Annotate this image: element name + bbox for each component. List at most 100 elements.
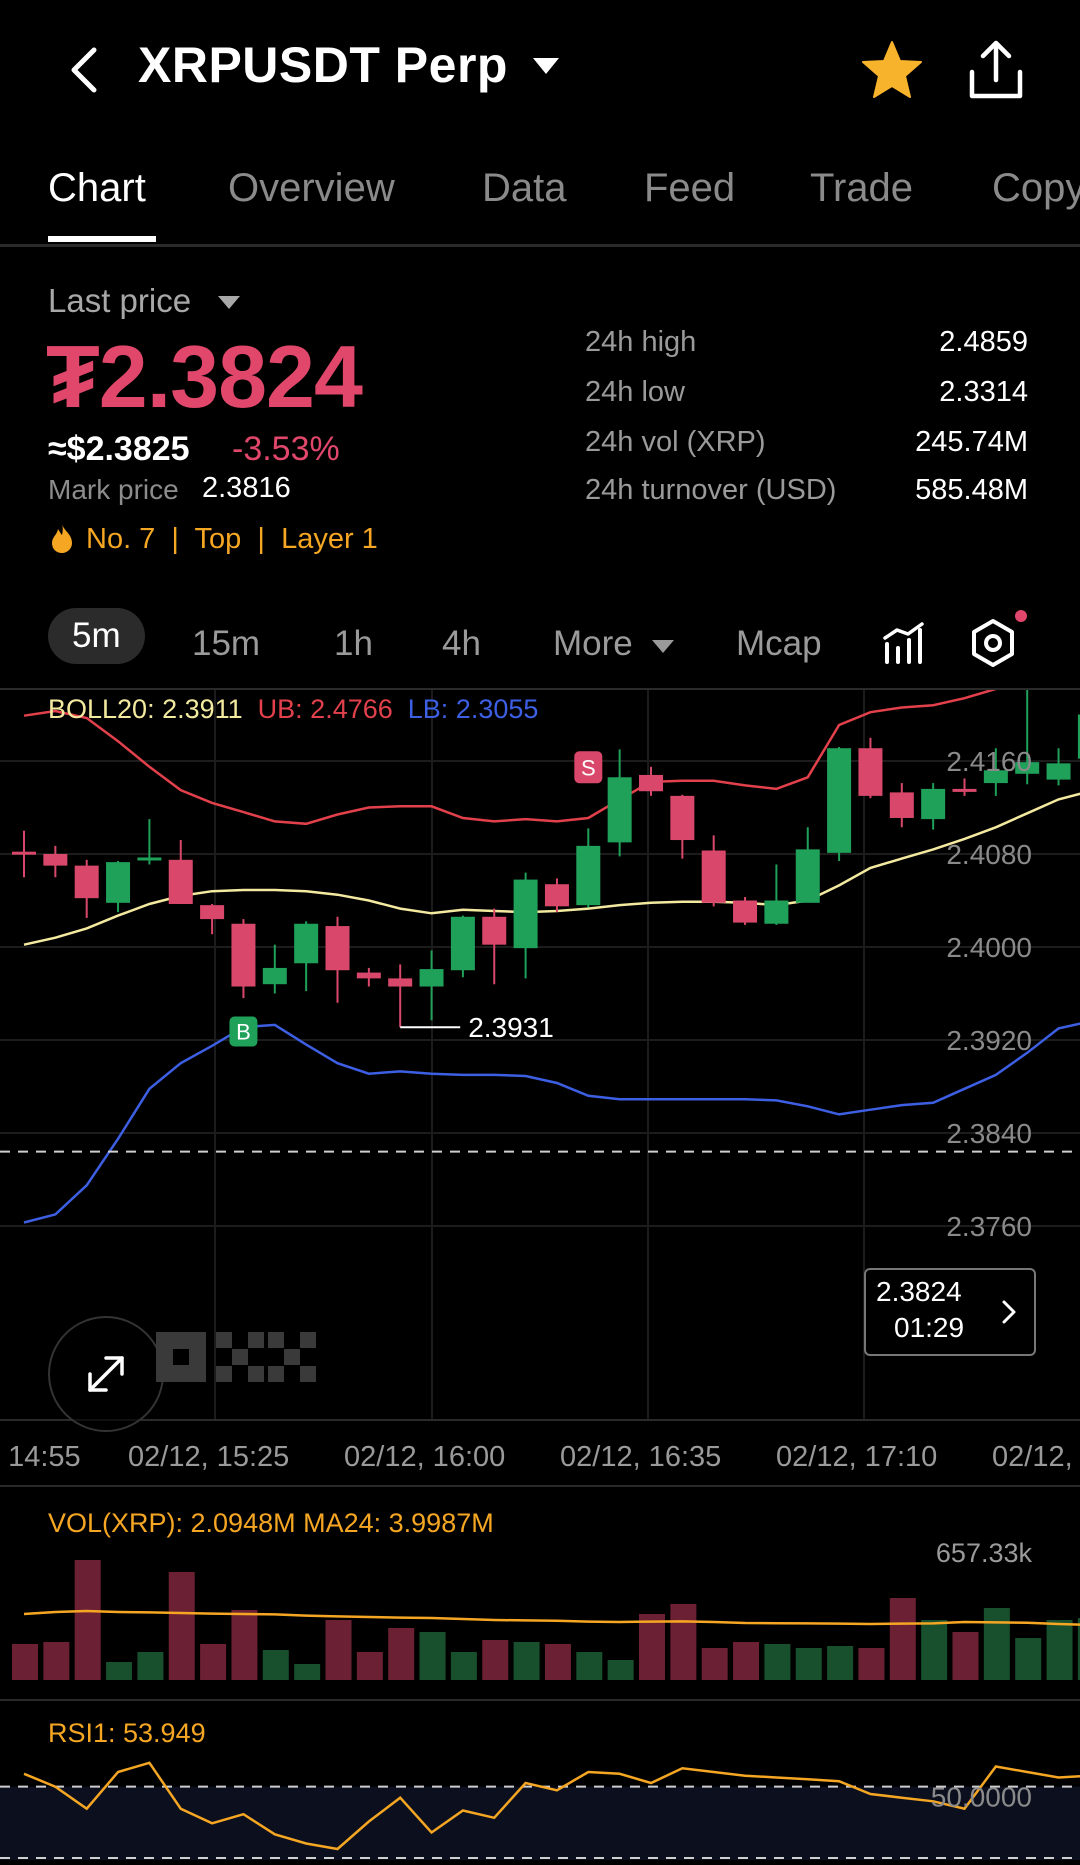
tags-text: No. 7 | Top | Layer 1: [86, 523, 378, 555]
candle-body: [106, 862, 131, 903]
volume-bar: [168, 1572, 195, 1680]
candle-body: [952, 788, 977, 792]
candle-body: [544, 884, 569, 907]
chevron-down-icon[interactable]: [533, 58, 559, 74]
tab-overview[interactable]: Overview: [228, 166, 395, 210]
candle-countdown: 01:29: [894, 1312, 965, 1343]
fire-icon: [52, 524, 72, 553]
volume-bar: [639, 1614, 665, 1680]
candle-body: [325, 926, 350, 971]
volume-bar: [325, 1620, 352, 1680]
notification-dot: [1015, 610, 1027, 622]
candle-body: [1015, 762, 1040, 774]
volume-bar: [388, 1628, 415, 1680]
rsi-chart: 50.0000: [0, 1761, 1080, 1860]
volume-axis-label: 657.33k: [935, 1538, 1032, 1568]
stat-label: 24h vol (XRP): [585, 426, 766, 458]
y-tick-label: 2.4160: [946, 746, 1032, 777]
candle-body: [607, 777, 632, 843]
usd-price: ≈$2.3825: [48, 430, 190, 468]
caret-down-icon[interactable]: [652, 640, 674, 653]
volume-bar: [137, 1652, 164, 1680]
volume-bar: [670, 1604, 697, 1680]
volume-bar: [827, 1646, 854, 1680]
candle-body: [262, 967, 287, 985]
more-intervals-button[interactable]: More: [553, 624, 633, 663]
page-title[interactable]: XRPUSDT Perp: [138, 37, 508, 93]
boll-lb-legend: LB: 2.3055: [407, 694, 539, 724]
candle-body: [419, 969, 444, 987]
boll-mid-legend: BOLL20: 2.3911: [48, 694, 243, 724]
x-tick-label: 02/12, 16:35: [560, 1441, 721, 1473]
volume-bar: [294, 1664, 321, 1680]
volume-chart: [12, 1560, 1080, 1680]
expand-button[interactable]: [48, 1316, 164, 1432]
chevron-right-icon: [1002, 1300, 1016, 1324]
caret-down-icon[interactable]: [218, 296, 240, 309]
interval-1h[interactable]: 1h: [334, 624, 373, 663]
candle-body: [701, 850, 726, 903]
high-price-label: 2.4231: [874, 690, 960, 694]
candle-body: [43, 854, 68, 866]
low-price-label: 2.3931: [468, 1012, 554, 1043]
mark-price-label: Mark price: [48, 474, 179, 505]
tab-data[interactable]: Data: [482, 166, 567, 210]
volume-bar: [764, 1644, 791, 1680]
candle-body: [12, 851, 36, 855]
candle-body: [795, 849, 820, 903]
candle-body: [231, 923, 256, 987]
okx-watermark-logo: [156, 1332, 316, 1382]
mcap-button[interactable]: Mcap: [736, 624, 822, 663]
volume-bar: [356, 1652, 383, 1680]
tab-feed[interactable]: Feed: [644, 166, 736, 210]
candle-body: [74, 865, 99, 899]
volume-bar: [482, 1640, 509, 1680]
rsi-legend: RSI1: 53.949: [48, 1718, 206, 1748]
current-price-box[interactable]: 2.3824 01:29: [864, 1268, 1036, 1356]
stat-label: 24h high: [585, 326, 697, 358]
share-icon[interactable]: [966, 38, 1026, 102]
stat-value: 585.48M: [915, 474, 1028, 506]
candle-body: [388, 978, 413, 987]
candle-body: [1046, 763, 1071, 780]
indicator-icon[interactable]: [882, 622, 924, 664]
sell-marker-label: S: [581, 755, 596, 780]
candle-body: [200, 905, 225, 920]
volume-bar: [1015, 1638, 1042, 1680]
interval-4h[interactable]: 4h: [442, 624, 481, 663]
x-tick-label: 02/12, 17:10: [776, 1441, 937, 1473]
x-tick-label: 02/12, 15:25: [128, 1441, 289, 1473]
stat-value: 2.4859: [939, 326, 1028, 358]
candle-body: [1077, 714, 1080, 759]
volume-bar: [12, 1644, 38, 1680]
candle-body: [858, 748, 883, 796]
last-price: ₮2.3824: [46, 327, 363, 426]
volume-bar: [231, 1610, 258, 1680]
x-tick-label: 02/12,: [992, 1441, 1073, 1473]
tab-chart[interactable]: Chart: [48, 166, 146, 210]
rsi-band: [0, 1786, 1080, 1860]
ranking-tags[interactable]: No. 7 | Top | Layer 1: [48, 522, 378, 556]
tab-trade[interactable]: Trade: [810, 166, 914, 210]
tab-copy[interactable]: Copy: [992, 166, 1080, 210]
chevron-left-icon[interactable]: [60, 40, 110, 100]
settings-icon[interactable]: [970, 618, 1016, 668]
tab-bar: Chart Overview Data Feed Trade Copy: [0, 150, 1080, 247]
star-icon[interactable]: [860, 38, 924, 102]
interval-15m[interactable]: 15m: [192, 624, 261, 663]
price-type-selector[interactable]: Last price: [48, 282, 192, 319]
volume-bar: [1077, 1618, 1080, 1680]
candle-body: [670, 795, 695, 841]
bollinger-bands: [23, 674, 1080, 1224]
candle-body: [764, 900, 789, 924]
stat-label: 24h low: [585, 376, 685, 408]
interval-5m[interactable]: 5m: [48, 608, 145, 664]
y-tick-label: 2.4080: [946, 839, 1032, 870]
x-tick-label: , 14:55: [0, 1441, 81, 1473]
trade-markers: 2.4231 2.3931 B S: [229, 663, 1028, 1047]
volume-bar: [576, 1652, 603, 1680]
mark-price-value: 2.3816: [202, 472, 291, 504]
volume-bar: [921, 1620, 948, 1680]
